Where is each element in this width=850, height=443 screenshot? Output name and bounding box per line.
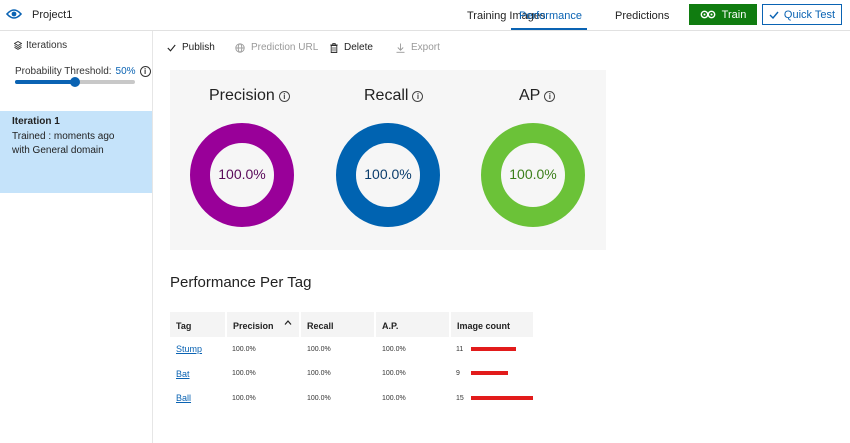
iteration-description: Trained : moments ago with General domai… (12, 131, 115, 156)
recall-ring (336, 123, 440, 227)
trash-icon (330, 42, 338, 53)
download-icon (396, 43, 405, 53)
tag-link-ball[interactable]: Ball (176, 393, 192, 403)
info-icon[interactable]: i (544, 90, 556, 102)
column-image-count[interactable]: Image count (451, 312, 533, 337)
cell-image-count: 15 (456, 395, 464, 402)
ap-title: AP i (519, 87, 556, 105)
ap-donut (481, 123, 585, 227)
iteration-name: Iteration 1 (12, 116, 60, 127)
precision-value: 100.0% (218, 166, 266, 182)
publish-label: Publish (182, 42, 215, 53)
cell-recall: 100.0% (307, 346, 331, 353)
export-button[interactable]: Export (396, 42, 440, 53)
cell-ap: 100.0% (382, 370, 406, 377)
column-precision-label: Precision (233, 321, 274, 331)
project-title: Project1 (32, 9, 73, 21)
tag-link-bat[interactable]: Bat (176, 369, 190, 379)
cell-ap: 100.0% (382, 346, 406, 353)
iterations-heading: Iterations (14, 40, 67, 51)
recall-title: Recall i (364, 87, 424, 105)
sidebar: Iterations Probability Threshold: 50% i … (0, 31, 153, 443)
prediction-url-label: Prediction URL (251, 42, 319, 53)
active-tab-indicator (511, 28, 587, 30)
cell-image-count: 11 (456, 346, 464, 353)
precision-label: Precision (209, 87, 275, 104)
cell-image-count: 9 (456, 370, 460, 377)
globe-icon (235, 42, 245, 53)
delete-button[interactable]: Delete (330, 42, 373, 53)
tag-link-stump[interactable]: Stump (176, 344, 203, 354)
image-count-bar (471, 347, 517, 351)
iterations-label: Iterations (26, 40, 68, 51)
iteration-item[interactable]: Iteration 1 Trained : moments ago with G… (0, 111, 152, 193)
recall-donut (336, 123, 440, 227)
tab-training-images[interactable]: Training Images (467, 10, 546, 22)
precision-ring (190, 123, 294, 227)
sort-ascending-icon[interactable] (284, 318, 292, 327)
quick-test-label: Quick Test (783, 8, 836, 21)
info-icon[interactable]: i (412, 90, 424, 102)
layers-icon (14, 41, 22, 50)
column-precision[interactable]: Precision (227, 312, 301, 337)
export-label: Export (411, 42, 440, 53)
publish-button[interactable]: Publish (167, 42, 215, 53)
train-label: Train (721, 8, 747, 21)
slider-thumb[interactable] (70, 77, 80, 87)
ap-ring (481, 123, 585, 227)
eye-icon[interactable] (6, 8, 22, 20)
cell-recall: 100.0% (307, 395, 331, 402)
tab-performance[interactable]: Performance (519, 10, 582, 22)
threshold-label: Probability Threshold: 50% i (15, 66, 151, 77)
quick-test-button[interactable]: Quick Test (762, 4, 842, 25)
tab-predictions[interactable]: Predictions (615, 10, 670, 22)
column-recall[interactable]: Recall (301, 312, 376, 337)
cell-precision: 100.0% (232, 395, 256, 402)
recall-value: 100.0% (364, 166, 412, 182)
cell-precision: 100.0% (232, 370, 256, 377)
metrics-panel: Precision i Recall i AP i 100.0% 100.0% … (170, 70, 606, 250)
precision-title: Precision i (209, 87, 290, 105)
top-bar: Project1 Training Images Performance Pre… (0, 0, 850, 31)
precision-donut (190, 123, 294, 227)
delete-label: Delete (344, 42, 373, 53)
cell-recall: 100.0% (307, 370, 331, 377)
image-count-bar (471, 396, 533, 400)
column-tag[interactable]: Tag (170, 312, 227, 337)
cell-ap: 100.0% (382, 395, 406, 402)
ap-value: 100.0% (509, 166, 557, 182)
checkmark-icon (769, 11, 779, 19)
recall-label: Recall (364, 87, 409, 104)
threshold-text: Probability Threshold: (15, 66, 112, 77)
slider-fill (15, 80, 75, 84)
threshold-slider[interactable] (15, 77, 135, 87)
info-icon[interactable]: i (139, 66, 151, 77)
threshold-value: 50% (115, 66, 136, 77)
checkmark-icon (167, 44, 176, 52)
prediction-url-button[interactable]: Prediction URL (235, 42, 318, 53)
info-icon[interactable]: i (278, 90, 290, 102)
ap-label: AP (519, 87, 541, 104)
image-count-bar (471, 371, 509, 375)
performance-per-tag-title: Performance Per Tag (170, 274, 312, 291)
gears-icon (700, 10, 716, 19)
train-button[interactable]: Train (689, 4, 757, 25)
column-ap[interactable]: A.P. (376, 312, 451, 337)
cell-precision: 100.0% (232, 346, 256, 353)
